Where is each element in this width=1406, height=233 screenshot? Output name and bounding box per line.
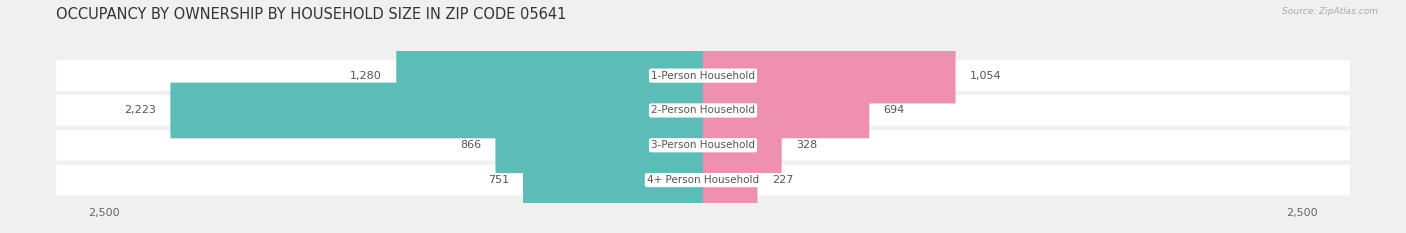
FancyBboxPatch shape [703,48,956,103]
FancyBboxPatch shape [170,82,703,138]
Text: OCCUPANCY BY OWNERSHIP BY HOUSEHOLD SIZE IN ZIP CODE 05641: OCCUPANCY BY OWNERSHIP BY HOUSEHOLD SIZE… [56,7,567,22]
FancyBboxPatch shape [703,152,758,208]
FancyBboxPatch shape [56,130,1350,161]
FancyBboxPatch shape [56,60,1350,91]
FancyBboxPatch shape [396,48,703,103]
Text: 4+ Person Household: 4+ Person Household [647,175,759,185]
Text: Source: ZipAtlas.com: Source: ZipAtlas.com [1282,7,1378,16]
Text: 1-Person Household: 1-Person Household [651,71,755,81]
FancyBboxPatch shape [523,152,703,208]
Text: 328: 328 [796,140,817,150]
Text: 866: 866 [460,140,481,150]
Text: 694: 694 [883,106,905,115]
FancyBboxPatch shape [56,165,1350,195]
FancyBboxPatch shape [703,82,869,138]
FancyBboxPatch shape [56,95,1350,126]
Text: 227: 227 [772,175,793,185]
FancyBboxPatch shape [703,117,782,173]
Text: 3-Person Household: 3-Person Household [651,140,755,150]
Text: 1,054: 1,054 [970,71,1001,81]
Text: 2,223: 2,223 [124,106,156,115]
Text: 1,280: 1,280 [350,71,382,81]
Text: 2-Person Household: 2-Person Household [651,106,755,115]
FancyBboxPatch shape [495,117,703,173]
Text: 751: 751 [488,175,509,185]
